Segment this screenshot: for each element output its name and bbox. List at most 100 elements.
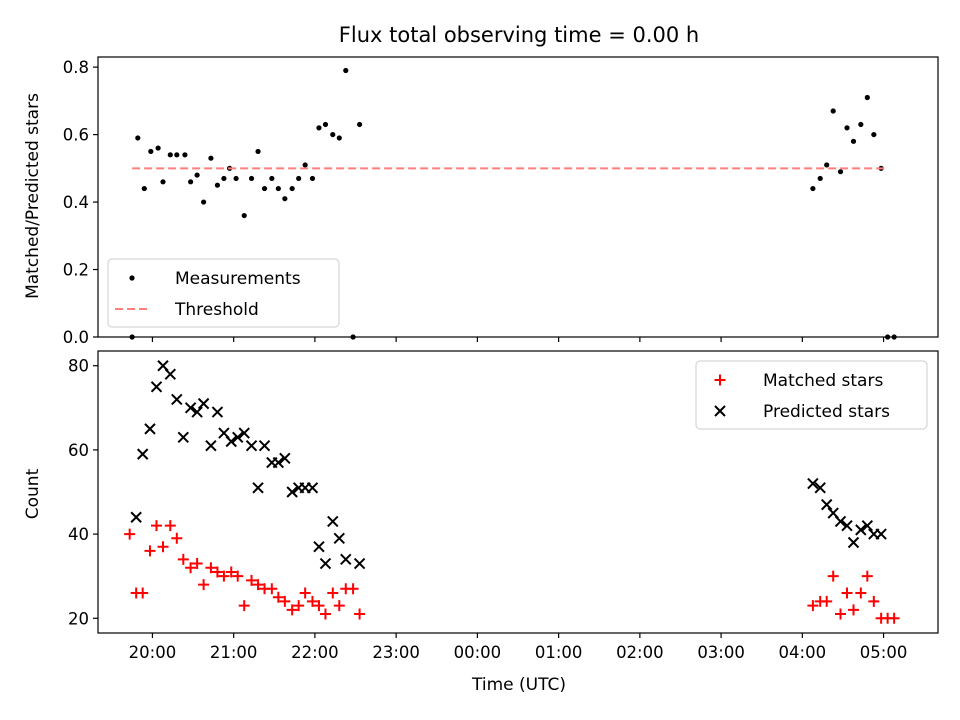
measurement-point — [343, 67, 349, 74]
matched-stars-point — [137, 587, 149, 599]
measurement-point — [248, 175, 255, 182]
matched-stars-point — [177, 553, 189, 565]
measurement-point — [316, 125, 322, 131]
matched-stars-point — [211, 566, 223, 578]
matched-stars-point — [232, 570, 244, 582]
top-legend: Measurements Threshold — [107, 258, 340, 328]
legend-label: Measurements — [175, 269, 301, 289]
matched-stars-point — [266, 583, 278, 595]
measurement-point — [810, 185, 816, 192]
matched-stars-point — [157, 541, 169, 553]
matched-stars-point — [827, 570, 839, 582]
matched-stars-point — [164, 520, 176, 532]
x-axis-label: Time (UTC) — [471, 675, 566, 695]
matched-stars-point — [821, 595, 833, 607]
matched-stars-point — [225, 566, 237, 578]
matched-stars-point — [848, 604, 860, 616]
matched-stars-point — [354, 608, 366, 620]
measurement-point — [330, 131, 336, 138]
measurement-point — [850, 138, 857, 144]
predicted-stars-point — [272, 456, 285, 469]
predicted-stars-point — [191, 406, 203, 418]
measurement-point — [269, 175, 275, 182]
measurement-point — [864, 94, 870, 101]
measurement-point — [241, 212, 247, 219]
bottom-x-tick-label: 01:00 — [535, 643, 583, 662]
top-y-tick-label: 0.4 — [63, 193, 89, 212]
top-legend-box — [107, 258, 340, 328]
matched-stars-point — [868, 595, 880, 607]
measurement-point — [824, 162, 830, 168]
legend-plus-marker — [714, 374, 726, 386]
matched-stars-point — [313, 600, 325, 612]
predicted-stars-point — [834, 515, 847, 528]
predicted-stars-point — [136, 448, 149, 460]
predicted-stars-point — [130, 511, 142, 523]
predicted-stars-point — [211, 406, 224, 418]
matched-stars-point — [347, 583, 359, 595]
matched-stars-point — [124, 528, 136, 540]
measurement-point — [155, 145, 161, 151]
top-y-tick-label: 0.0 — [63, 328, 89, 347]
matched-stars-point — [185, 562, 197, 574]
predicted-stars-point — [197, 397, 210, 410]
measurement-point — [194, 172, 200, 178]
measurement-point — [182, 152, 188, 158]
matched-stars-point — [252, 579, 264, 591]
matched-stars-point — [888, 612, 900, 624]
legend-label: Predicted stars — [763, 402, 890, 422]
measurement-point — [830, 108, 836, 114]
measurement-point — [858, 121, 864, 128]
matched-stars-point — [855, 587, 867, 599]
bottom-x-tick-label: 00:00 — [454, 643, 502, 662]
predicted-stars-point — [144, 423, 156, 435]
predicted-stars-point — [232, 431, 244, 443]
top-y-tick-label: 0.6 — [63, 126, 89, 145]
measurement-point — [282, 196, 288, 202]
measurement-point — [135, 135, 141, 141]
matched-stars-point — [807, 600, 819, 612]
measurement-point — [188, 179, 194, 185]
predicted-stars-point — [814, 482, 826, 494]
bottom-x-tick-label: 21:00 — [210, 643, 258, 662]
predicted-stars-point — [340, 553, 352, 566]
legend-dot-marker — [129, 275, 135, 281]
measurement-point — [336, 135, 342, 141]
matched-stars-point — [171, 532, 183, 544]
measurement-point — [160, 179, 166, 185]
bottom-x-tick-label: 02:00 — [616, 643, 664, 662]
top-panel: 0.0 0.2 0.4 0.6 0.8 Measurements Threshold — [63, 56, 939, 347]
bottom-legend: Matched stars Predicted stars — [695, 360, 928, 430]
matched-stars-point — [150, 520, 162, 532]
matched-stars-point — [286, 604, 298, 616]
measurement-point — [208, 155, 214, 161]
measurement-point — [167, 152, 173, 158]
predicted-stars-point — [353, 557, 366, 570]
matched-stars-point — [306, 595, 318, 607]
measurement-point — [322, 121, 329, 128]
bottom-x-tick-label: 03:00 — [697, 643, 745, 662]
predicted-stars-point — [184, 402, 197, 414]
matched-stars-point — [218, 570, 230, 582]
predicted-stars-point — [171, 393, 183, 406]
matched-stars-point — [835, 608, 847, 620]
measurement-point — [356, 121, 363, 128]
matched-stars-point — [841, 587, 853, 599]
matched-stars-point — [279, 595, 291, 607]
matched-stars-point — [238, 600, 250, 612]
matched-stars-point — [299, 587, 311, 599]
top-y-tick-label: 0.2 — [63, 261, 89, 280]
top-marks — [129, 67, 897, 340]
legend-label: Threshold — [174, 300, 259, 320]
bottom-panel: 20 40 60 80 20:00 21:00 22:00 23:00 00:00 01:00 02… — [68, 350, 939, 662]
measurement-point — [275, 185, 281, 192]
predicted-stars-point — [279, 452, 291, 465]
bottom-legend-box — [695, 360, 928, 430]
matched-stars-point — [272, 591, 284, 603]
predicted-stars-point — [875, 528, 887, 540]
measurement-point — [233, 175, 239, 182]
predicted-stars-point — [238, 427, 250, 439]
predicted-stars-point — [847, 536, 860, 549]
bottom-y-tick-label: 20 — [68, 609, 89, 628]
